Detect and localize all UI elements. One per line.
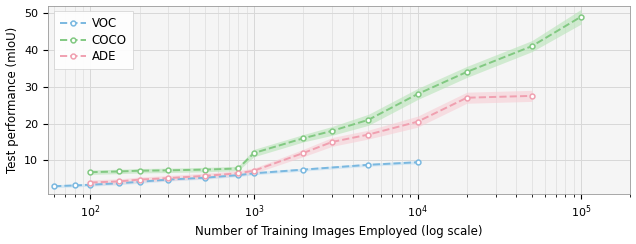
VOC [50, 185, 58, 188]
ADE [136, 178, 144, 181]
COCO [86, 171, 94, 174]
COCO [201, 168, 209, 171]
COCO [115, 170, 123, 173]
Line: ADE: ADE [88, 93, 534, 185]
X-axis label: Number of Training Images Employed (log scale): Number of Training Images Employed (log … [195, 225, 483, 238]
COCO [528, 45, 536, 48]
VOC [165, 178, 172, 181]
VOC [250, 172, 258, 175]
VOC [234, 174, 242, 177]
ADE [300, 152, 307, 154]
ADE [86, 181, 94, 184]
ADE [115, 180, 123, 183]
ADE [201, 174, 209, 177]
ADE [250, 169, 258, 172]
COCO [364, 118, 372, 121]
COCO [234, 167, 242, 170]
ADE [463, 96, 471, 99]
COCO [463, 71, 471, 73]
ADE [528, 94, 536, 97]
COCO [165, 169, 172, 172]
COCO [414, 92, 422, 95]
ADE [364, 133, 372, 136]
Legend: VOC, COCO, ADE: VOC, COCO, ADE [54, 11, 132, 69]
VOC [300, 168, 307, 171]
VOC [201, 176, 209, 179]
COCO [250, 152, 258, 154]
COCO [136, 169, 144, 172]
VOC [71, 184, 78, 187]
ADE [328, 141, 336, 143]
Line: COCO: COCO [88, 14, 584, 175]
COCO [300, 137, 307, 140]
ADE [165, 177, 172, 180]
VOC [115, 182, 123, 185]
VOC [364, 163, 372, 166]
Line: VOC: VOC [52, 160, 420, 189]
ADE [234, 172, 242, 175]
COCO [577, 15, 585, 18]
ADE [414, 120, 422, 123]
VOC [136, 180, 144, 183]
VOC [86, 183, 94, 186]
COCO [328, 129, 336, 132]
VOC [414, 161, 422, 164]
Y-axis label: Test performance (mIoU): Test performance (mIoU) [6, 26, 18, 173]
